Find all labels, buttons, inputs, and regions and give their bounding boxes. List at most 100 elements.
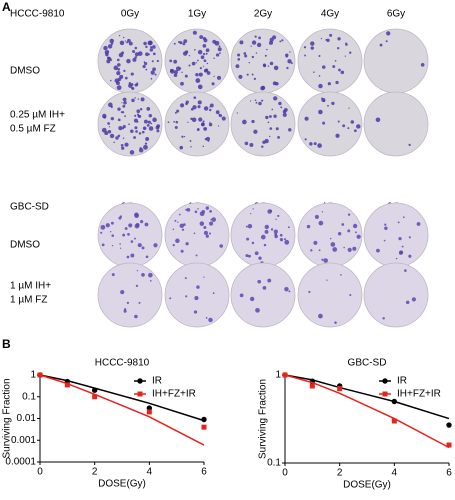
colony (117, 68, 121, 71)
colony (318, 220, 324, 226)
colony (120, 290, 125, 295)
colony (145, 45, 148, 49)
colony (255, 307, 260, 313)
colony (212, 292, 215, 294)
colony (209, 210, 212, 213)
data-point (37, 372, 43, 378)
colony (150, 46, 153, 49)
colony (169, 297, 172, 300)
colony (398, 236, 402, 241)
colony (267, 65, 270, 67)
colony (204, 127, 206, 130)
colony (102, 113, 107, 119)
colony (126, 301, 130, 305)
colony (287, 59, 292, 64)
colony (273, 65, 279, 71)
colony (260, 86, 265, 91)
colony (209, 108, 212, 112)
colony (239, 40, 244, 45)
colony (202, 145, 205, 148)
colony (199, 67, 202, 70)
colony (176, 109, 180, 113)
colony (144, 222, 149, 227)
colony (195, 78, 201, 83)
colony (118, 52, 124, 58)
x-axis-label: DOSE(Gy) (343, 480, 391, 491)
data-point (201, 416, 207, 423)
colony (258, 36, 261, 40)
colony (209, 221, 214, 226)
colony (207, 139, 210, 142)
well (363, 28, 429, 94)
well (164, 91, 230, 157)
colony (150, 77, 153, 80)
chart-title: GBC-SD (348, 358, 387, 369)
dose-label: 1Gy (188, 9, 206, 20)
x-tick-label: 4 (392, 468, 398, 479)
colony (262, 286, 267, 290)
colony (107, 122, 111, 125)
colony (108, 126, 111, 128)
colony (209, 121, 211, 124)
y-axis-label: Surviving Fraction (2, 378, 13, 458)
colony (277, 214, 280, 218)
colony (239, 293, 244, 298)
colony (195, 72, 199, 77)
colony (275, 218, 277, 221)
colony (179, 223, 185, 229)
colony (136, 109, 141, 114)
colony (135, 130, 138, 133)
colony (138, 301, 141, 304)
colony (110, 221, 114, 225)
colony (119, 40, 125, 46)
colony (141, 273, 145, 277)
colony (337, 37, 341, 41)
colony (118, 34, 121, 37)
colony (321, 258, 324, 261)
colony (124, 76, 128, 80)
colony (332, 247, 338, 252)
colony (318, 75, 321, 77)
well (230, 28, 296, 94)
colony (203, 106, 209, 111)
colony (189, 139, 192, 142)
colony (150, 122, 153, 125)
colony (334, 60, 337, 62)
colony (185, 102, 188, 106)
colony (131, 98, 135, 103)
colony (402, 216, 405, 219)
row-label: 1 µM IH+ (10, 281, 51, 292)
colony (310, 41, 315, 46)
x-axis-label: DOSE(Gy) (98, 479, 146, 490)
colony (213, 57, 215, 60)
colony (267, 278, 272, 283)
colony (206, 71, 211, 75)
colony (184, 50, 189, 54)
colony (138, 132, 142, 135)
colony (275, 81, 279, 86)
colony (354, 129, 357, 133)
colony (173, 120, 175, 123)
colony (264, 54, 267, 57)
colony (244, 141, 249, 146)
colony (236, 112, 238, 114)
colony (202, 65, 205, 67)
row-label: DMSO (10, 240, 40, 251)
colony (202, 52, 206, 56)
colony (181, 71, 183, 74)
colony (384, 226, 388, 230)
colony (338, 68, 341, 72)
colony (190, 146, 192, 148)
colony (314, 214, 319, 219)
colony (218, 113, 223, 118)
colony (110, 116, 115, 121)
colony (174, 219, 177, 222)
colony (147, 120, 151, 124)
colony (105, 223, 110, 228)
colony (218, 125, 220, 127)
colony (205, 52, 208, 55)
colony (261, 145, 264, 148)
colony (201, 122, 205, 127)
colony (303, 46, 307, 49)
colony (248, 61, 250, 64)
